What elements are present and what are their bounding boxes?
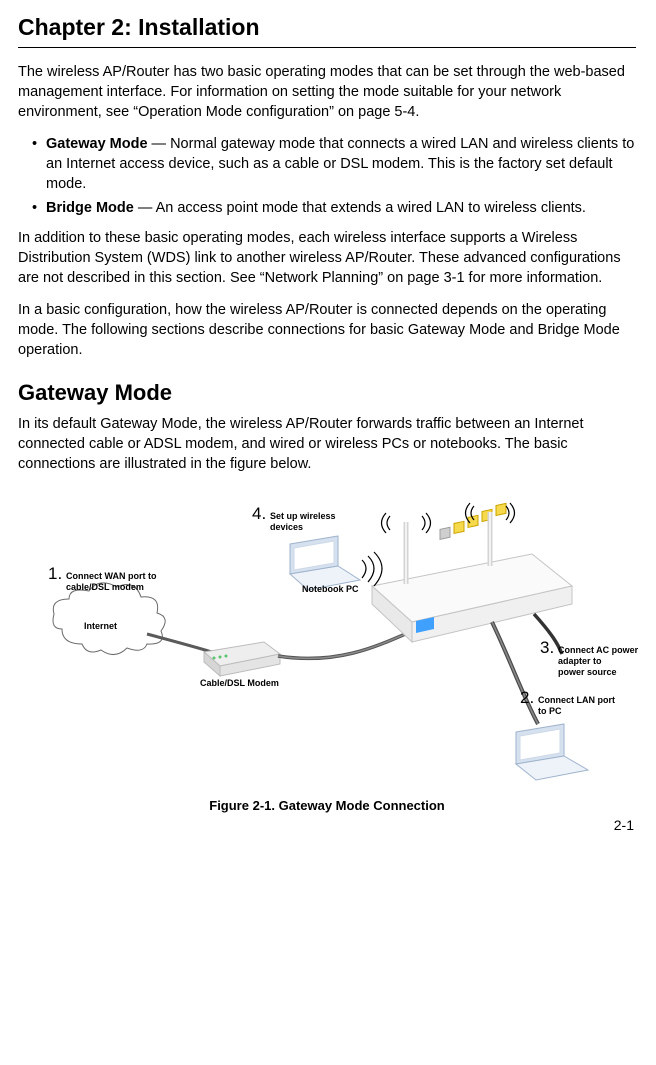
bullet-gateway: Gateway Mode — Normal gateway mode that … — [32, 134, 636, 194]
internet-cloud — [53, 583, 165, 655]
step3-text: Connect AC power adapter to power source — [558, 645, 638, 677]
bullet-gateway-name: Gateway Mode — [46, 136, 148, 152]
step4-text: Set up wireless devices — [270, 511, 336, 533]
chapter-title: Chapter 2: Installation — [18, 14, 636, 41]
bullet-bridge-text: — An access point mode that extends a wi… — [134, 200, 586, 216]
pc-icon — [516, 724, 588, 780]
page-number: 2-1 — [614, 817, 634, 833]
figure-caption: Figure 2-1. Gateway Mode Connection — [18, 798, 636, 813]
bullet-bridge: Bridge Mode — An access point mode that … — [32, 198, 636, 218]
step3-number: 3. — [540, 638, 554, 658]
modem-label: Cable/DSL Modem — [200, 678, 279, 688]
title-rule — [18, 47, 636, 48]
notebook-icon — [290, 536, 360, 590]
section-title: Gateway Mode — [18, 380, 636, 406]
figure-gateway-mode: 1. Connect WAN port to cable/DSL modem 4… — [42, 494, 612, 784]
modem-icon — [204, 642, 280, 676]
step1-text: Connect WAN port to cable/DSL modem — [66, 571, 157, 593]
wds-paragraph: In addition to these basic operating mod… — [18, 228, 636, 288]
notebook-wifi-icon — [362, 552, 382, 586]
diagram-svg — [42, 494, 612, 784]
step2-number: 2. — [520, 688, 534, 708]
mode-list: Gateway Mode — Normal gateway mode that … — [18, 134, 636, 218]
step4-number: 4. — [252, 504, 266, 524]
step2-text: Connect LAN port to PC — [538, 695, 615, 717]
step1-number: 1. — [48, 564, 62, 584]
notebook-label: Notebook PC — [302, 584, 359, 594]
intro-paragraph: The wireless AP/Router has two basic ope… — [18, 62, 636, 122]
bullet-bridge-name: Bridge Mode — [46, 200, 134, 216]
config-paragraph: In a basic configuration, how the wirele… — [18, 300, 636, 360]
internet-label: Internet — [84, 621, 117, 631]
section-intro: In its default Gateway Mode, the wireles… — [18, 414, 636, 474]
